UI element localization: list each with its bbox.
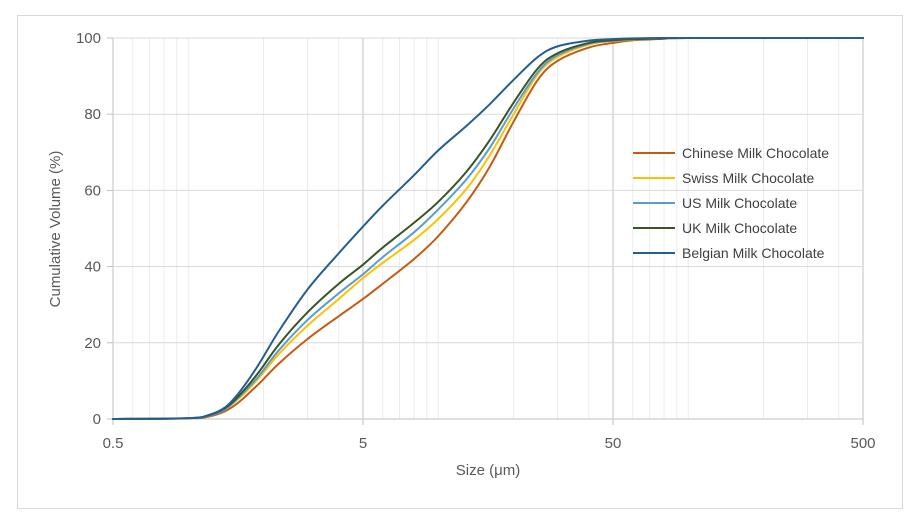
y-axis-ticks: 0 20 40 60 80 100 — [76, 30, 113, 428]
x-tick-label: 50 — [605, 435, 622, 452]
legend: Chinese Milk Chocolate Swiss Milk Chocola… — [633, 145, 829, 261]
y-tick-label: 0 — [93, 411, 101, 428]
chart-frame — [17, 15, 903, 509]
x-axis-ticks: 0.5 5 50 500 — [103, 419, 876, 452]
legend-label-uk-milk-chocolate: UK Milk Chocolate — [682, 220, 797, 236]
y-tick-label: 20 — [84, 335, 101, 352]
major-gridlines — [112, 37, 864, 420]
x-axis-label: Size (μm) — [456, 462, 520, 479]
series-line-belgian-milk-chocolate — [112, 36, 864, 420]
series-line-chinese-milk-chocolate — [112, 36, 864, 420]
legend-label-swiss-milk-chocolate: Swiss Milk Chocolate — [682, 170, 814, 186]
y-tick-label: 100 — [76, 30, 101, 47]
legend-label-chinese-milk-chocolate: Chinese Milk Chocolate — [682, 145, 829, 161]
legend-label-belgian-milk-chocolate: Belgian Milk Chocolate — [682, 245, 825, 261]
x-tick-label: 5 — [359, 435, 367, 452]
legend-label-us-milk-chocolate: US Milk Chocolate — [682, 195, 797, 211]
series-lines — [112, 36, 864, 420]
y-tick-label: 40 — [84, 259, 101, 276]
x-tick-label: 500 — [850, 435, 875, 452]
x-tick-label: 0.5 — [103, 435, 124, 452]
y-tick-label: 60 — [84, 182, 101, 199]
y-axis-label: Cumulative Volume (%) — [47, 151, 64, 308]
y-tick-label: 80 — [84, 106, 101, 123]
